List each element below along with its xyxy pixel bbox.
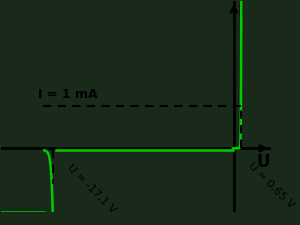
Text: I = 1 mA: I = 1 mA bbox=[38, 88, 98, 101]
Text: I: I bbox=[238, 3, 244, 21]
Text: U = 0,65 V: U = 0,65 V bbox=[246, 161, 296, 211]
Text: U = -17,1 V: U = -17,1 V bbox=[65, 163, 118, 216]
Text: U: U bbox=[256, 153, 270, 171]
